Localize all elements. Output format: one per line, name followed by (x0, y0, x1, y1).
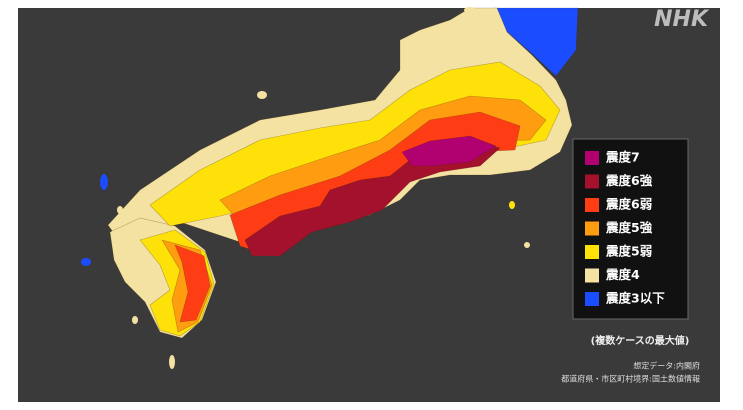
island (464, 7, 476, 13)
island (100, 174, 108, 190)
legend-label: 震度4 (605, 267, 640, 282)
legend-swatch (585, 245, 599, 259)
legend-label: 震度3以下 (605, 291, 665, 306)
legend-swatch (585, 221, 599, 236)
legend-swatch (585, 292, 599, 306)
note: (複数ケースの最大値) (591, 334, 690, 347)
legend-label: 震度7 (605, 150, 640, 165)
legend-label: 震度6強 (605, 173, 653, 188)
island (524, 242, 530, 248)
island (117, 206, 123, 214)
legend-label: 震度6弱 (605, 197, 652, 212)
source-data: 想定データ:内閣府 (633, 361, 700, 371)
island (81, 258, 91, 266)
legend-swatch (585, 151, 599, 165)
legend-swatch (585, 198, 599, 212)
legend-label: 震度5弱 (605, 244, 652, 259)
region (401, 135, 497, 167)
map (81, 7, 579, 369)
legend-swatch (585, 268, 599, 283)
source-boundaries: 都道府県・市区町村境界:国土数値情報 (561, 374, 700, 384)
island (509, 201, 515, 209)
region (174, 244, 211, 323)
logo: NHK (654, 7, 710, 32)
island (132, 316, 138, 324)
island (257, 91, 267, 99)
legend-swatch (585, 174, 599, 189)
region (244, 139, 501, 257)
legend-label: 震度5強 (605, 220, 653, 235)
island (169, 355, 175, 369)
